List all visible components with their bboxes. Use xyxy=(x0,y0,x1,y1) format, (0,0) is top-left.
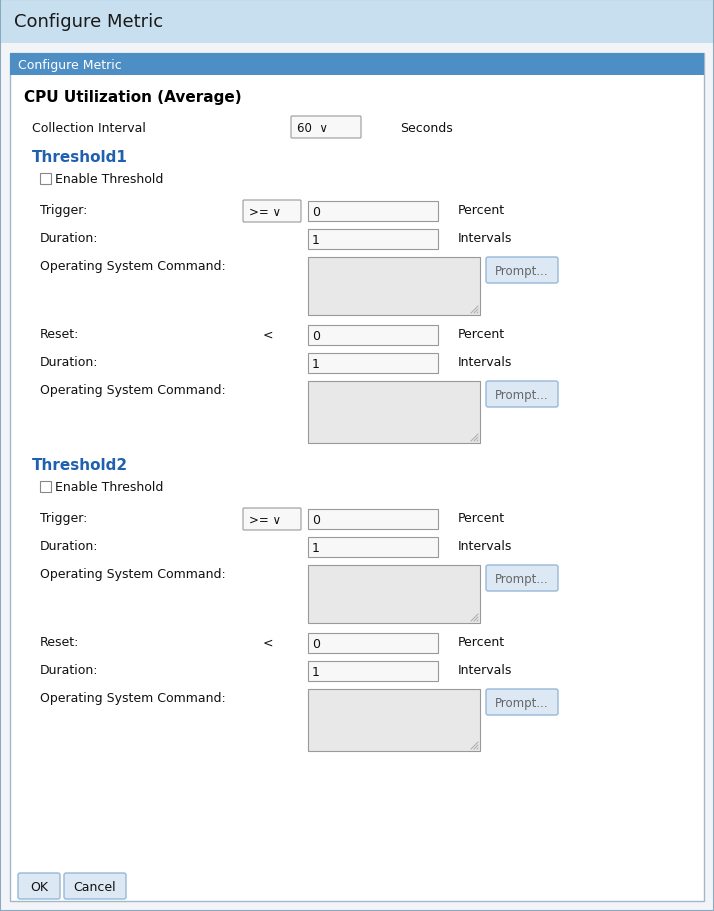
Text: Duration:: Duration: xyxy=(40,664,99,677)
Text: 0: 0 xyxy=(312,206,320,220)
Text: Threshold2: Threshold2 xyxy=(32,458,128,473)
Text: >= ∨: >= ∨ xyxy=(249,514,281,527)
FancyBboxPatch shape xyxy=(486,690,558,715)
Text: OK: OK xyxy=(30,881,48,894)
Text: Cancel: Cancel xyxy=(74,881,116,894)
Text: Prompt...: Prompt... xyxy=(496,697,549,710)
Text: Prompt...: Prompt... xyxy=(496,265,549,278)
Text: Percent: Percent xyxy=(458,204,505,217)
Text: Threshold1: Threshold1 xyxy=(32,150,128,165)
Text: Operating System Command:: Operating System Command: xyxy=(40,384,226,397)
Text: Intervals: Intervals xyxy=(458,664,513,677)
Text: Configure Metric: Configure Metric xyxy=(18,59,122,72)
Bar xyxy=(308,566,480,623)
FancyBboxPatch shape xyxy=(64,873,126,899)
Text: Intervals: Intervals xyxy=(458,540,513,553)
FancyBboxPatch shape xyxy=(243,508,301,530)
Text: Percent: Percent xyxy=(458,636,505,649)
Text: <: < xyxy=(263,328,273,341)
Text: Prompt...: Prompt... xyxy=(496,389,549,402)
Text: Duration:: Duration: xyxy=(40,232,99,245)
Text: CPU Utilization (Average): CPU Utilization (Average) xyxy=(24,90,241,105)
Text: Intervals: Intervals xyxy=(458,356,513,369)
Text: >= ∨: >= ∨ xyxy=(249,206,281,220)
FancyBboxPatch shape xyxy=(18,873,60,899)
Bar xyxy=(308,353,438,374)
Text: 0: 0 xyxy=(312,638,320,650)
Text: 0: 0 xyxy=(312,514,320,527)
Bar xyxy=(308,382,480,444)
FancyBboxPatch shape xyxy=(486,566,558,591)
Text: Duration:: Duration: xyxy=(40,540,99,553)
Bar xyxy=(40,174,51,185)
Text: Seconds: Seconds xyxy=(400,121,453,134)
Text: Percent: Percent xyxy=(458,512,505,525)
Text: Intervals: Intervals xyxy=(458,232,513,245)
Bar xyxy=(308,661,438,681)
Text: Enable Threshold: Enable Threshold xyxy=(55,480,164,494)
Text: Operating System Command:: Operating System Command: xyxy=(40,568,226,581)
Text: Operating System Command:: Operating System Command: xyxy=(40,691,226,705)
Text: Enable Threshold: Enable Threshold xyxy=(55,173,164,186)
Bar xyxy=(308,201,438,221)
Text: Duration:: Duration: xyxy=(40,356,99,369)
Text: Trigger:: Trigger: xyxy=(40,204,87,217)
Bar xyxy=(308,537,438,558)
Bar xyxy=(308,325,438,345)
Bar xyxy=(308,633,438,653)
Text: Percent: Percent xyxy=(458,328,505,341)
Bar xyxy=(0,0,714,44)
Bar xyxy=(308,258,480,315)
FancyBboxPatch shape xyxy=(291,117,361,138)
Text: Configure Metric: Configure Metric xyxy=(14,13,163,31)
Bar xyxy=(308,509,438,529)
Text: Reset:: Reset: xyxy=(40,636,79,649)
FancyBboxPatch shape xyxy=(486,382,558,407)
Text: Collection Interval: Collection Interval xyxy=(32,121,146,134)
Bar xyxy=(308,690,480,752)
Bar xyxy=(40,482,51,493)
Text: Prompt...: Prompt... xyxy=(496,573,549,586)
Text: 1: 1 xyxy=(312,542,320,555)
Bar xyxy=(308,230,438,250)
Text: <: < xyxy=(263,636,273,649)
Text: 60  ∨: 60 ∨ xyxy=(297,122,328,136)
Text: 1: 1 xyxy=(312,358,320,371)
Bar xyxy=(10,54,704,76)
FancyBboxPatch shape xyxy=(243,200,301,223)
Text: Operating System Command:: Operating System Command: xyxy=(40,261,226,273)
FancyBboxPatch shape xyxy=(486,258,558,283)
Text: 1: 1 xyxy=(312,666,320,679)
Text: Reset:: Reset: xyxy=(40,328,79,341)
Text: Trigger:: Trigger: xyxy=(40,512,87,525)
Text: 0: 0 xyxy=(312,330,320,343)
Text: 1: 1 xyxy=(312,234,320,247)
